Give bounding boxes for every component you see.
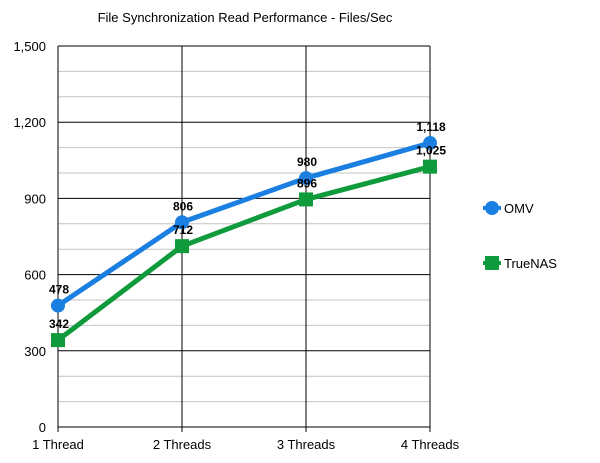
data-point-truenas xyxy=(175,239,189,254)
y-tick-label: 300 xyxy=(24,344,46,359)
series-line-truenas xyxy=(55,164,433,343)
y-tick-label: 0 xyxy=(39,420,46,435)
legend-marker-circle xyxy=(485,201,499,215)
x-tick-label: 1 Thread xyxy=(32,437,84,452)
data-point-truenas xyxy=(299,192,313,207)
data-point-omv xyxy=(51,298,65,313)
data-point-truenas xyxy=(51,333,65,348)
data-label-omv: 478 xyxy=(49,283,69,297)
series xyxy=(51,136,437,348)
legend: OMV TrueNAS xyxy=(483,201,557,271)
legend-label: TrueNAS xyxy=(504,256,557,271)
series-line-omv xyxy=(55,140,433,309)
y-tick-label: 600 xyxy=(24,268,46,283)
data-point-omv xyxy=(175,215,189,230)
data-label-omv: 980 xyxy=(297,155,317,169)
axes: 0 300 600 900 1,200 1,500 1 Thread 2 Threads 3 T… xyxy=(13,39,459,452)
data-label-truenas: 342 xyxy=(49,317,69,331)
y-tick-label: 900 xyxy=(24,191,46,206)
data-point-omv xyxy=(423,136,437,151)
legend-marker-square xyxy=(485,256,499,270)
x-tick-label: 4 Threads xyxy=(401,437,460,452)
data-label-truenas: 896 xyxy=(297,176,317,190)
data-label-omv: 806 xyxy=(173,199,193,213)
chart-title: File Synchronization Read Performance - … xyxy=(98,10,393,25)
data-label-truenas: 1,025 xyxy=(416,144,446,158)
data-label-truenas: 712 xyxy=(173,223,193,237)
y-tick-label: 1,500 xyxy=(13,39,46,54)
x-tick-label: 3 Threads xyxy=(277,437,336,452)
legend-item-truenas: TrueNAS xyxy=(483,256,557,271)
data-point-truenas xyxy=(423,159,437,174)
x-tick-label: 2 Threads xyxy=(153,437,212,452)
y-tick-label: 1,200 xyxy=(13,115,46,130)
data-point-omv xyxy=(299,171,313,186)
data-label-omv: 1,118 xyxy=(416,120,446,134)
grid xyxy=(57,45,431,428)
legend-label: OMV xyxy=(504,201,534,216)
data-labels: 478 806 980 1,118 342 712 896 1,025 xyxy=(49,120,446,331)
legend-item-omv: OMV xyxy=(483,201,534,216)
